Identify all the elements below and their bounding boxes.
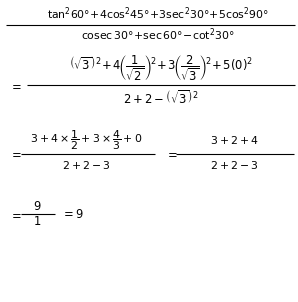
Text: $=$: $=$: [9, 79, 22, 92]
Text: $=$: $=$: [9, 147, 22, 161]
Text: $2+2-\left(\sqrt{3}\right)^2$: $2+2-\left(\sqrt{3}\right)^2$: [123, 90, 198, 107]
Text: $1$: $1$: [33, 215, 41, 229]
Text: $=9$: $=9$: [61, 208, 84, 221]
Text: $\tan^2\!60°\!+\!4\cos^2\!45°\!+\!3\sec^2\!30°\!+\!5\cos^2\!90°$: $\tan^2\!60°\!+\!4\cos^2\!45°\!+\!3\sec^…: [47, 5, 269, 22]
Text: $\left(\sqrt{3}\right)^2\!+4\!\left(\dfrac{1}{\sqrt{2}}\right)^{\!2}\!+3\!\left(: $\left(\sqrt{3}\right)^2\!+4\!\left(\dfr…: [69, 53, 253, 83]
Text: $9$: $9$: [33, 200, 41, 214]
Text: $=$: $=$: [165, 147, 178, 161]
Text: $3+2+4$: $3+2+4$: [209, 134, 258, 146]
Text: $\mathrm{cosec}\,30°\!+\!\sec60°\!-\!\cot^2\!30°$: $\mathrm{cosec}\,30°\!+\!\sec60°\!-\!\co…: [81, 27, 235, 43]
Text: $2+2-3$: $2+2-3$: [210, 159, 258, 172]
Text: $2+2-3$: $2+2-3$: [62, 159, 111, 172]
Text: $=$: $=$: [9, 208, 22, 221]
Text: $3+4\times\dfrac{1}{2}+3\times\dfrac{4}{3}+0$: $3+4\times\dfrac{1}{2}+3\times\dfrac{4}{…: [30, 129, 142, 152]
